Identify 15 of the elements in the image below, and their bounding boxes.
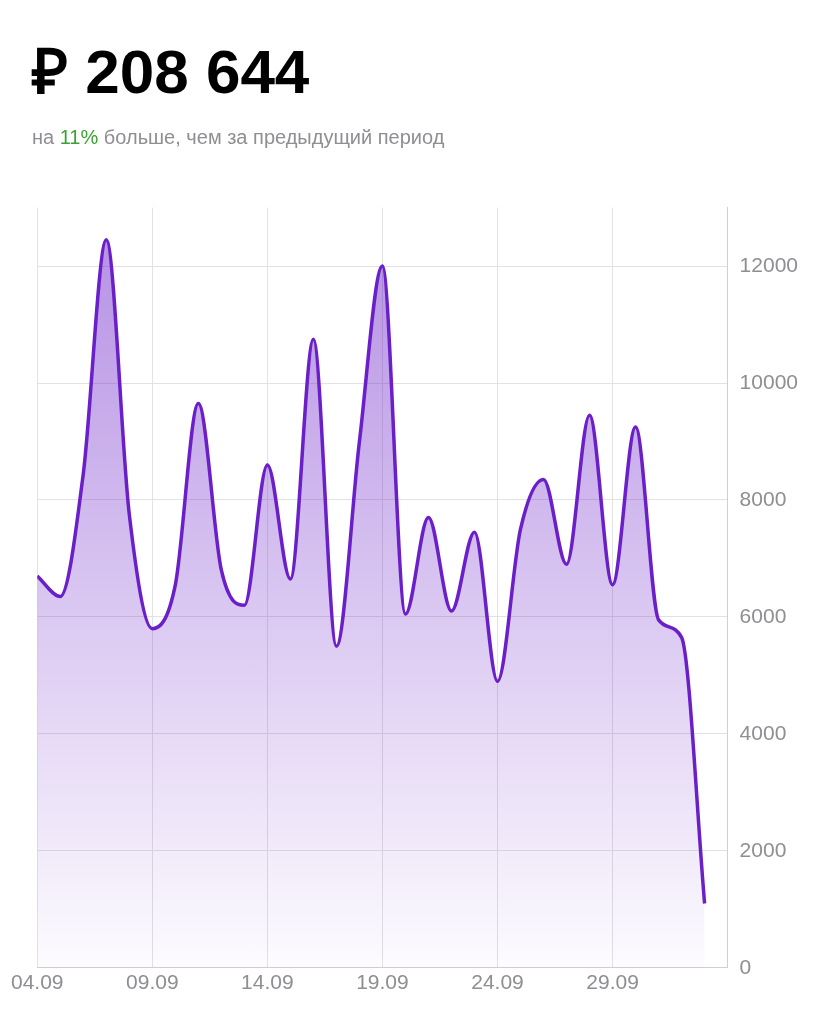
chart-subtitle: на 11% больше, чем за предыдущий период [32,126,445,148]
x-tick-label: 29.09 [586,970,639,994]
y-tick-label: 6000 [739,603,787,627]
x-tick-label: 14.09 [241,970,294,994]
x-tick-label: 24.09 [471,970,524,994]
y-tick-label: 2000 [739,837,787,861]
x-tick-label: 19.09 [356,970,409,994]
y-tick-label: 12000 [739,252,799,276]
y-tick-label: 8000 [739,486,787,510]
x-tick-label: 04.09 [10,970,64,994]
y-tick-label: 0 [739,954,752,978]
y-tick-label: 10000 [739,369,799,393]
x-tick-label: 09.09 [126,970,179,994]
chart-title: ₽ 208 644 [32,36,311,108]
y-tick-label: 4000 [739,720,787,744]
